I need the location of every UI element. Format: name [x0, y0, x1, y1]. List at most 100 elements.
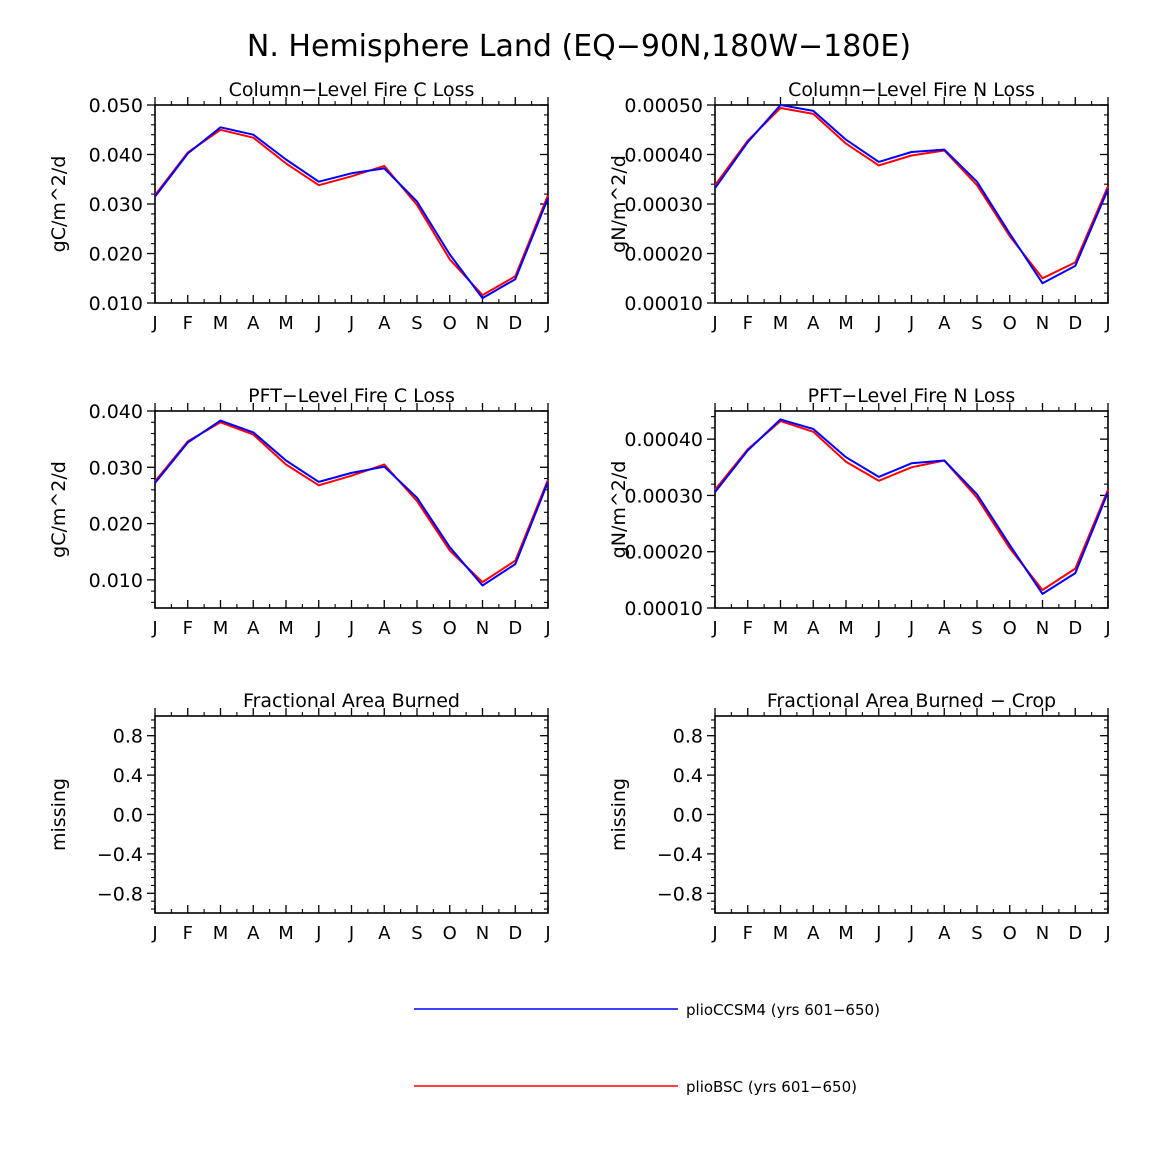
- y-tick-label: 0.00020: [624, 244, 703, 266]
- x-tick-label: J: [151, 618, 157, 639]
- x-tick-label: J: [908, 313, 914, 334]
- panel-title: Fractional Area Burned: [243, 690, 460, 712]
- y-tick-label: 0.040: [89, 145, 143, 167]
- x-tick-label: M: [838, 923, 854, 944]
- y-tick-label: 0.050: [89, 95, 143, 117]
- x-tick-label: F: [743, 923, 753, 944]
- y-tick-label: 0.0: [113, 805, 143, 827]
- x-tick-label: J: [544, 313, 550, 334]
- x-tick-label: J: [875, 313, 881, 334]
- panel-title: Column−Level Fire N Loss: [788, 79, 1035, 101]
- x-tick-label: M: [213, 313, 229, 334]
- y-tick-label: 0.00040: [624, 429, 703, 451]
- x-tick-label: A: [807, 923, 820, 944]
- y-tick-label: 0.0: [673, 805, 703, 827]
- x-tick-label: J: [348, 618, 354, 639]
- legend-label-ccsm4: plioCCSM4 (yrs 601−650): [686, 1001, 880, 1019]
- y-tick-label: 0.8: [113, 726, 143, 748]
- x-tick-label: M: [278, 313, 294, 334]
- y-tick-label: 0.010: [89, 293, 143, 315]
- x-tick-label: J: [1104, 618, 1110, 639]
- x-tick-label: F: [743, 313, 753, 334]
- series-line-plioccsm4: [714, 418, 1109, 595]
- x-tick-label: F: [743, 618, 753, 639]
- series-line-plioccsm4: [154, 419, 549, 587]
- plot-frame: [714, 715, 1109, 914]
- series-line-pliobsc: [714, 107, 1109, 280]
- x-tick-label: S: [971, 923, 982, 944]
- x-tick-label: M: [773, 313, 789, 334]
- series-line-pliobsc: [154, 421, 549, 584]
- x-tick-label: J: [711, 923, 717, 944]
- x-tick-label: J: [348, 313, 354, 334]
- x-tick-label: S: [971, 313, 982, 334]
- x-tick-label: O: [443, 618, 457, 639]
- series-line-pliobsc: [154, 128, 549, 297]
- y-tick-label: 0.00050: [624, 95, 703, 117]
- x-tick-label: N: [1036, 313, 1049, 334]
- x-tick-label: S: [411, 923, 422, 944]
- y-tick-label: −0.8: [657, 883, 703, 905]
- x-tick-label: M: [838, 618, 854, 639]
- x-tick-label: N: [476, 923, 489, 944]
- x-tick-label: N: [476, 618, 489, 639]
- x-tick-label: O: [443, 313, 457, 334]
- x-tick-label: A: [247, 313, 260, 334]
- y-tick-label: 0.020: [89, 514, 143, 536]
- panel-title: Column−Level Fire C Loss: [229, 79, 475, 101]
- y-tick-label: 0.00010: [624, 598, 703, 620]
- y-axis-label: gC/m^2/d: [48, 156, 70, 253]
- x-tick-label: A: [378, 313, 391, 334]
- series-line-plioccsm4: [154, 126, 549, 300]
- x-tick-label: A: [807, 313, 820, 334]
- y-axis-label: gN/m^2/d: [608, 461, 630, 559]
- x-tick-label: D: [1068, 313, 1082, 334]
- x-tick-label: M: [773, 618, 789, 639]
- y-tick-label: 0.030: [89, 457, 143, 479]
- y-tick-label: 0.010: [89, 570, 143, 592]
- plot-frame: [154, 715, 549, 914]
- y-tick-label: 0.030: [89, 194, 143, 216]
- y-tick-label: 0.00040: [624, 145, 703, 167]
- x-tick-label: F: [183, 618, 193, 639]
- y-tick-label: 0.00030: [624, 485, 703, 507]
- x-tick-label: J: [315, 618, 321, 639]
- x-tick-label: A: [938, 923, 951, 944]
- x-tick-label: D: [508, 618, 522, 639]
- legend: plioCCSM4 (yrs 601−650) plioBSC (yrs 601…: [414, 1001, 880, 1096]
- y-tick-label: −0.4: [657, 844, 703, 866]
- x-tick-label: N: [476, 313, 489, 334]
- x-tick-label: S: [411, 618, 422, 639]
- plot-frame: [714, 104, 1109, 304]
- y-tick-label: 0.00030: [624, 194, 703, 216]
- x-tick-label: J: [1104, 923, 1110, 944]
- x-tick-label: D: [508, 923, 522, 944]
- x-tick-label: F: [183, 923, 193, 944]
- legend-label-bsc: plioBSC (yrs 601−650): [686, 1078, 857, 1096]
- x-tick-label: O: [1003, 923, 1017, 944]
- x-tick-label: M: [773, 923, 789, 944]
- x-tick-label: F: [183, 313, 193, 334]
- y-axis-label: gC/m^2/d: [48, 461, 70, 558]
- x-tick-label: J: [315, 923, 321, 944]
- y-tick-label: 0.040: [89, 401, 143, 423]
- x-tick-label: A: [247, 618, 260, 639]
- y-tick-label: −0.4: [97, 844, 143, 866]
- plot-frame: [714, 410, 1109, 609]
- x-tick-label: M: [213, 618, 229, 639]
- x-tick-label: M: [838, 313, 854, 334]
- x-tick-label: J: [1104, 313, 1110, 334]
- x-tick-label: A: [807, 618, 820, 639]
- y-tick-label: 0.020: [89, 244, 143, 266]
- y-tick-label: 0.4: [673, 765, 703, 787]
- x-tick-label: J: [544, 618, 550, 639]
- x-tick-label: O: [1003, 313, 1017, 334]
- x-tick-label: J: [151, 313, 157, 334]
- x-tick-label: M: [278, 618, 294, 639]
